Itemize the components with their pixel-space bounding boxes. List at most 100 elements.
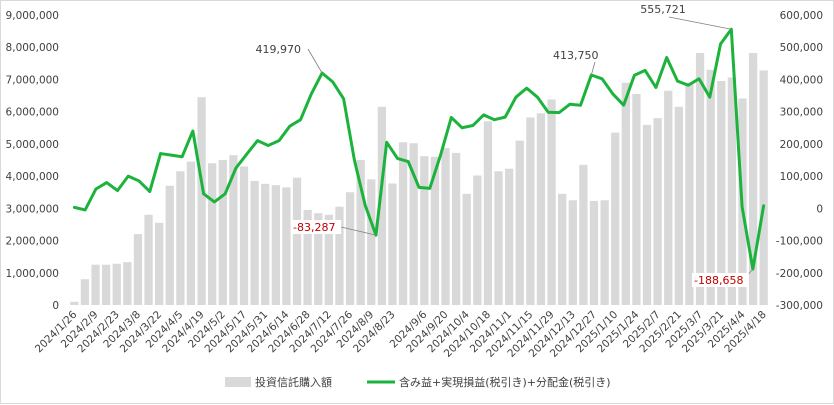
right-tick-label: 400,000: [780, 74, 823, 86]
bar: [632, 93, 641, 305]
legend-swatch-bar: [225, 377, 251, 387]
bar: [568, 200, 577, 305]
bar: [547, 99, 556, 305]
legend-label-line: 含み益+実現損益(税引き)+分配金(税引き): [399, 375, 611, 389]
bar: [239, 166, 249, 305]
bar: [367, 179, 376, 305]
bar: [727, 77, 737, 305]
annotation-leader: [668, 16, 732, 30]
bar: [695, 53, 705, 305]
bar: [250, 180, 259, 305]
bar: [292, 177, 302, 305]
bar: [144, 214, 153, 305]
bar: [314, 213, 323, 305]
bar: [420, 156, 429, 305]
x-axis: 2024/1/262024/2/92024/2/232024/3/82024/3…: [33, 308, 769, 360]
right-axis: -300,000 -200,000 -100,000 0 100,000 200,000 3…: [776, 10, 823, 312]
left-tick-label: 7,000,000: [6, 74, 59, 86]
annotation-label: 555,721: [640, 3, 686, 16]
left-tick-label: 9,000,000: [6, 10, 59, 22]
bar: [377, 106, 387, 305]
bar: [589, 200, 599, 305]
left-tick-label: 6,000,000: [6, 107, 59, 119]
right-tick-label: 300,000: [780, 107, 823, 119]
annotation-label: -188,658: [694, 274, 743, 287]
bar: [176, 171, 185, 305]
right-tick-label: 100,000: [780, 171, 823, 183]
bar: [229, 155, 238, 305]
bar: [642, 124, 652, 305]
right-tick-label: -100,000: [776, 236, 823, 248]
bar: [197, 97, 206, 305]
bar: [451, 152, 461, 305]
bar: [112, 263, 121, 305]
bar-series: [70, 53, 768, 306]
bar: [101, 264, 111, 305]
bar: [345, 192, 355, 305]
line-series: [72, 27, 766, 271]
bar: [505, 168, 514, 305]
bar: [91, 264, 100, 305]
bar: [324, 214, 333, 305]
annotation-label: 419,970: [256, 43, 302, 56]
annotation-background: [291, 220, 342, 234]
annotation-background: [551, 48, 602, 62]
bar: [462, 193, 471, 305]
bar: [356, 160, 365, 305]
bar: [494, 171, 503, 305]
bar: [282, 187, 291, 305]
left-tick-label: 0: [52, 300, 59, 312]
annotation-label: -83,287: [293, 221, 335, 234]
right-tick-label: 0: [816, 203, 823, 215]
annotation-background: [637, 2, 689, 16]
right-tick-label: 200,000: [780, 139, 823, 151]
bar: [303, 209, 312, 305]
bar: [208, 163, 217, 305]
left-axis: 0 1,000,000 2,000,000 3,000,000 4,000,000 5,0…: [6, 10, 59, 312]
legend-label-bar: 投資信託購入額: [255, 375, 332, 389]
bar: [515, 140, 524, 305]
bar: [388, 183, 397, 305]
bar: [717, 81, 726, 305]
left-tick-label: 5,000,000: [6, 139, 59, 151]
bar: [685, 82, 694, 305]
bar: [155, 222, 164, 305]
annotation-leader: [307, 48, 323, 74]
right-tick-label: -300,000: [776, 300, 823, 312]
bar: [271, 185, 280, 305]
bar: [430, 156, 440, 305]
bar: [653, 118, 662, 305]
annotation-background: [252, 42, 303, 56]
annotations: 419,970 -83,287 413,750 555,721 -188,658: [252, 2, 754, 287]
bar: [398, 142, 408, 305]
left-tick-label: 3,000,000: [6, 203, 59, 215]
bar: [664, 90, 673, 305]
right-tick-label: 600,000: [780, 10, 823, 22]
bar: [536, 113, 546, 305]
bar: [748, 53, 758, 305]
bar: [186, 161, 196, 305]
bar: [409, 143, 418, 305]
bar: [123, 262, 132, 305]
annotation-background: [692, 273, 749, 287]
bar: [218, 160, 227, 305]
bar: [133, 234, 143, 305]
bar: [261, 183, 270, 305]
legend: 投資信託購入額 含み益+実現損益(税引き)+分配金(税引き): [225, 375, 611, 389]
bar: [335, 206, 344, 305]
bar: [759, 70, 768, 305]
bar: [441, 148, 450, 305]
bar: [70, 301, 79, 305]
bar: [579, 164, 588, 305]
left-tick-label: 8,000,000: [6, 42, 59, 54]
bar: [473, 175, 482, 305]
bar: [674, 106, 683, 305]
bar: [706, 69, 715, 305]
bar: [621, 82, 630, 305]
left-tick-label: 2,000,000: [6, 236, 59, 248]
right-tick-label: 500,000: [780, 42, 823, 54]
annotation-leader: [340, 226, 377, 236]
bar: [600, 200, 609, 305]
